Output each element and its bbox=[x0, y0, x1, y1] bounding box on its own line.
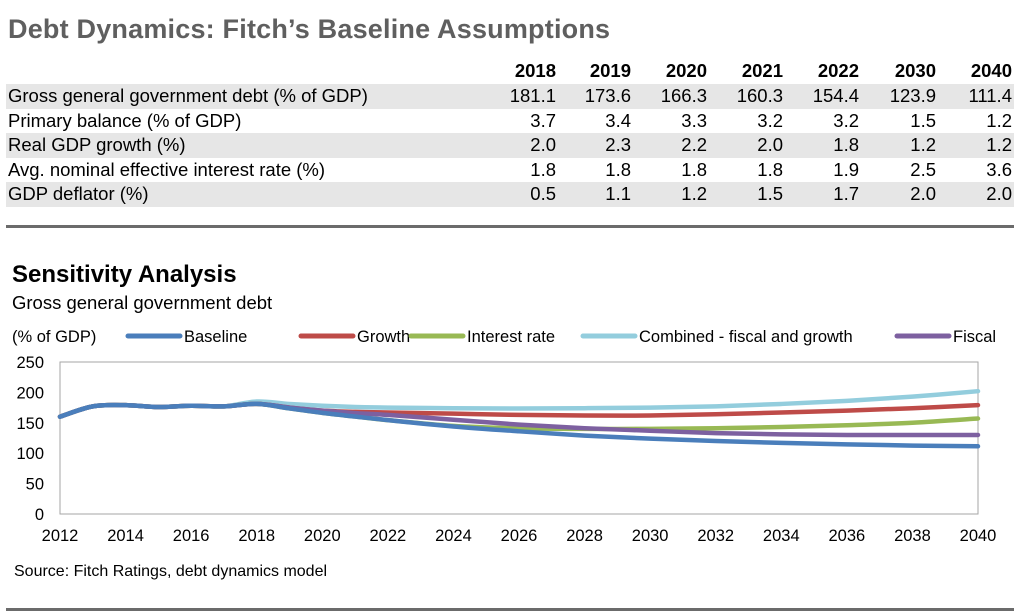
table-cell: 3.4 bbox=[605, 109, 631, 131]
x-tick-label: 2040 bbox=[960, 527, 997, 545]
table-cell: 0.5 bbox=[530, 183, 556, 204]
plot-area bbox=[59, 361, 979, 515]
x-tick-label: 2038 bbox=[894, 527, 931, 545]
x-tick-label: 2028 bbox=[566, 527, 603, 545]
table-cell: 154.4 bbox=[812, 85, 859, 106]
table-cell: 2.0 bbox=[986, 183, 1012, 204]
table-cell: 181.1 bbox=[509, 85, 556, 106]
table-cell: 123.9 bbox=[889, 85, 936, 106]
table-row: GDP deflator (%) 0.5 1.1 1.2 1.5 1.7 2.0… bbox=[6, 182, 1014, 207]
x-tick-label: 2026 bbox=[501, 527, 538, 545]
row-label: Avg. nominal effective interest rate (%) bbox=[8, 158, 326, 180]
chart-legend: (% of GDP) Baseline Growth Interest rate Com… bbox=[12, 328, 996, 346]
table-cell: 1.7 bbox=[833, 183, 859, 204]
table-cell: 3.2 bbox=[833, 109, 859, 131]
table-row: Gross general government debt (% of GDP)… bbox=[6, 84, 1014, 109]
table-cell: 1.2 bbox=[986, 134, 1012, 155]
table-cell: 111.4 bbox=[968, 85, 1012, 106]
x-tick-label: 2032 bbox=[697, 527, 734, 545]
table-cell: 3.3 bbox=[681, 109, 707, 131]
assumptions-table: 2018 2019 2020 2021 2022 2030 2040 Gross… bbox=[6, 58, 1014, 207]
column-header: 2040 bbox=[970, 60, 1012, 81]
table-cell: 160.3 bbox=[736, 85, 783, 106]
y-tick-label: 150 bbox=[16, 415, 44, 433]
table-cell: 166.3 bbox=[660, 85, 707, 106]
x-tick-label: 2014 bbox=[107, 527, 144, 545]
y-tick-label: 50 bbox=[26, 476, 44, 494]
x-tick-label: 2036 bbox=[828, 527, 865, 545]
row-label: Gross general government debt (% of GDP) bbox=[8, 85, 368, 106]
table-cell: 173.6 bbox=[584, 85, 631, 106]
table-row: Primary balance (% of GDP) 3.7 3.4 3.3 3… bbox=[6, 109, 1014, 134]
table-cell: 1.8 bbox=[530, 158, 556, 180]
table-cell: 3.6 bbox=[986, 158, 1012, 180]
chart-axes: 0 50 100 150 200 250 2012 2014 2016 2018 2020 2022 2… bbox=[16, 354, 996, 545]
legend-label: Combined - fiscal and growth bbox=[639, 328, 853, 346]
column-header: 2021 bbox=[741, 60, 783, 81]
table-cell: 1.9 bbox=[833, 158, 859, 180]
row-label: Primary balance (% of GDP) bbox=[8, 109, 242, 131]
table-cell: 3.2 bbox=[757, 109, 783, 131]
table-header: 2018 2019 2020 2021 2022 2030 2040 bbox=[6, 58, 1014, 84]
page-title: Debt Dynamics: Fitch’s Baseline Assumpti… bbox=[8, 14, 611, 44]
x-tick-label: 2012 bbox=[42, 527, 79, 545]
column-header: 2022 bbox=[817, 60, 859, 81]
bottom-divider bbox=[6, 608, 1014, 611]
table-cell: 2.2 bbox=[681, 134, 707, 155]
column-header: 2020 bbox=[665, 60, 707, 81]
x-tick-label: 2020 bbox=[304, 527, 341, 545]
row-label: GDP deflator (%) bbox=[8, 183, 149, 204]
y-tick-label: 0 bbox=[35, 506, 44, 524]
x-tick-label: 2030 bbox=[632, 527, 669, 545]
x-tick-label: 2034 bbox=[763, 527, 800, 545]
table-cell: 2.0 bbox=[910, 183, 936, 204]
section-subtitle: Gross general government debt bbox=[12, 292, 273, 313]
table-cell: 1.8 bbox=[833, 134, 859, 155]
table-cell: 2.5 bbox=[910, 158, 936, 180]
table-cell: 1.8 bbox=[757, 158, 783, 180]
table-cell: 1.5 bbox=[910, 109, 936, 131]
table-cell: 1.8 bbox=[605, 158, 631, 180]
table-cell: 3.7 bbox=[530, 109, 556, 131]
y-tick-label: 100 bbox=[16, 445, 44, 463]
x-tick-label: 2018 bbox=[238, 527, 275, 545]
column-header: 2019 bbox=[589, 60, 631, 81]
y-axis-label: (% of GDP) bbox=[12, 328, 96, 346]
table-row: Real GDP growth (%) 2.0 2.3 2.2 2.0 1.8 … bbox=[6, 133, 1014, 158]
table-cell: 2.0 bbox=[757, 134, 783, 155]
x-tick-label: 2024 bbox=[435, 527, 472, 545]
series-line-baseline bbox=[57, 401, 981, 449]
column-header: 2030 bbox=[894, 60, 936, 81]
table-cell: 1.1 bbox=[605, 183, 631, 204]
table-row: Avg. nominal effective interest rate (%)… bbox=[6, 158, 1014, 183]
table-cell: 1.2 bbox=[910, 134, 936, 155]
column-header: 2018 bbox=[514, 60, 556, 81]
table-cell: 1.2 bbox=[986, 109, 1012, 131]
table-cell: 1.8 bbox=[681, 158, 707, 180]
y-tick-label: 200 bbox=[16, 384, 44, 402]
legend-label: Fiscal bbox=[953, 328, 996, 346]
table-cell: 2.0 bbox=[530, 134, 556, 155]
table-cell: 1.2 bbox=[681, 183, 707, 204]
table-cell: 1.5 bbox=[757, 183, 783, 204]
legend-label: Growth bbox=[357, 328, 410, 346]
x-tick-label: 2022 bbox=[369, 527, 406, 545]
sensitivity-line-chart: (% of GDP) Baseline Growth Interest rate Com… bbox=[12, 328, 996, 545]
row-label: Real GDP growth (%) bbox=[8, 134, 186, 155]
chart-series bbox=[57, 388, 981, 449]
table-cell: 2.3 bbox=[605, 134, 631, 155]
x-tick-label: 2016 bbox=[173, 527, 210, 545]
legend-label: Baseline bbox=[184, 328, 247, 346]
section-divider bbox=[6, 225, 1014, 228]
legend-label: Interest rate bbox=[467, 328, 555, 346]
source-note: Source: Fitch Ratings, debt dynamics mod… bbox=[14, 563, 328, 580]
section-title: Sensitivity Analysis bbox=[12, 261, 237, 288]
y-tick-label: 250 bbox=[16, 354, 44, 372]
